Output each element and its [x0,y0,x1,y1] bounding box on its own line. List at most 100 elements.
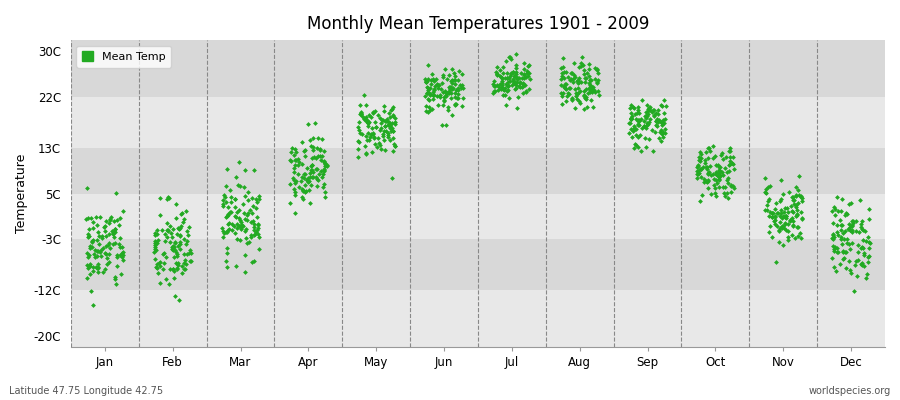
Point [173,239,187,245]
Point [79,185,94,192]
Point [165,244,179,250]
Point [783,217,797,223]
Point [626,104,641,111]
Point [794,194,808,200]
Point [827,264,842,270]
Point [726,154,741,160]
Point [80,254,94,260]
Point [794,234,808,241]
Point [723,145,737,151]
Point [715,150,729,156]
Point [420,90,435,96]
Point [320,162,334,168]
Point [88,214,103,220]
Point [508,73,522,79]
Point [95,234,110,241]
Point [432,82,446,88]
Point [112,222,126,228]
Point [230,225,244,232]
Point [769,258,783,265]
Point [376,108,391,114]
Point [700,166,715,172]
Point [642,119,656,125]
Point [768,221,782,227]
Point [238,226,253,232]
Point [718,193,733,200]
Point [491,87,505,94]
Point [315,136,329,142]
Point [232,207,247,214]
Point [381,130,395,136]
Point [426,96,440,102]
Point [82,233,96,239]
Point [584,86,598,92]
Point [492,67,507,73]
Point [302,186,316,193]
Point [781,221,796,227]
Point [508,65,523,72]
Point [560,93,574,99]
Point [639,112,653,119]
Point [624,115,638,121]
Point [369,124,383,130]
Point [591,92,606,98]
Point [765,214,779,220]
Point [251,246,266,253]
Point [794,193,808,200]
Point [844,270,859,276]
Point [422,96,436,103]
Point [649,110,663,116]
Point [843,200,858,206]
Point [371,112,385,118]
Point [727,184,742,191]
Point [703,148,717,154]
Point [578,95,592,102]
Point [861,259,876,265]
Point [91,263,105,270]
Point [556,82,571,89]
Point [244,232,258,238]
Point [228,196,242,202]
Point [577,88,591,94]
Point [167,254,182,260]
Point [300,177,314,184]
Point [559,81,573,87]
Point [794,209,808,215]
Point [859,238,873,244]
Point [245,258,259,265]
Point [656,134,670,140]
Point [764,214,778,220]
Point [451,91,465,97]
Point [568,105,582,111]
Point [512,83,526,89]
Point [855,244,869,250]
Point [83,271,97,277]
Point [713,168,727,174]
Point [318,189,332,195]
Point [428,87,442,93]
Point [300,177,314,183]
Point [364,131,378,137]
Point [789,192,804,198]
Point [827,204,842,210]
Point [231,182,246,188]
Point [717,165,732,172]
Point [418,93,433,100]
Point [248,196,263,202]
Point [221,203,236,210]
Point [376,131,391,137]
Point [789,211,804,218]
Point [149,240,164,247]
Point [692,156,706,163]
Point [567,72,581,78]
Point [90,248,104,254]
Point [793,230,807,236]
Point [690,168,705,174]
Point [283,157,297,163]
Point [827,246,842,252]
Point [655,116,670,123]
Point [836,248,850,254]
Point [315,174,329,180]
Point [167,293,182,299]
Point [825,243,840,249]
